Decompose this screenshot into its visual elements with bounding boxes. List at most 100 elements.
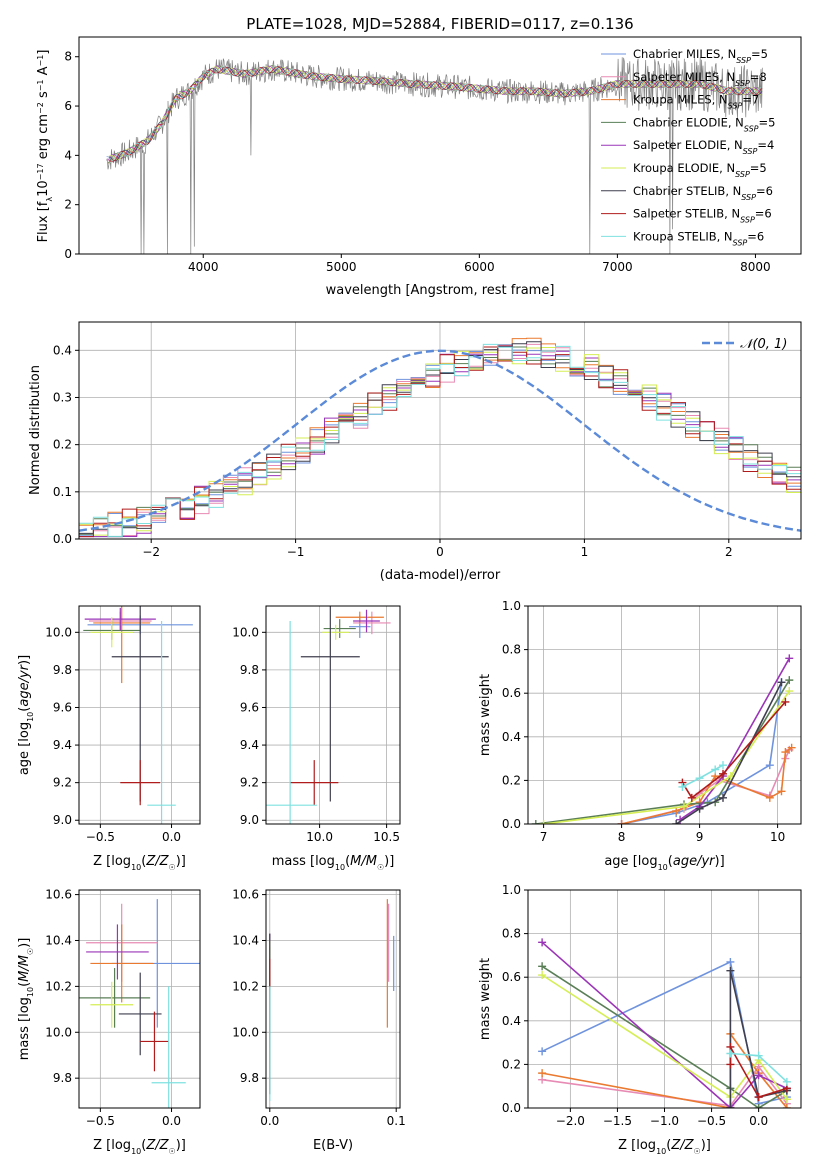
errorbar-chabrier_elodie [323,619,356,638]
x-tick-label: 0.0 [749,1114,768,1128]
y-tick-label: 10.0 [45,1025,72,1039]
errorbar-chabrier_stelib [300,606,360,802]
x-tick-label: 8 [618,830,626,844]
weight-line-salpeter_stelib [681,701,787,799]
y-tick-label: 0.8 [502,643,521,657]
axes-border [527,605,802,825]
y-tick-label: 9.4 [53,738,72,752]
x-tick-label: 0.1 [387,1114,406,1128]
plot-marks [266,606,391,824]
errorbar-salpeter_stelib [120,760,161,806]
histogram-legend: 𝒩(0, 1) [702,337,787,352]
x-tick-label: 9 [696,830,704,844]
weight-marker [711,765,720,774]
y-tick-label: 9.0 [53,813,72,827]
weight-marker [726,966,735,975]
x-tick-label: −0.5 [86,830,115,844]
weight-marker [726,1104,735,1108]
model-line-kroupa_miles [107,65,762,164]
plot-marks [538,938,791,1108]
axes-border [265,889,401,1109]
weight-marker [672,820,681,824]
y-tick-label: 10.4 [45,933,72,947]
weight-marker [719,769,727,778]
plot-marks [269,899,395,1102]
model-line-kroupa_stelib [109,65,762,164]
x-axis-label: mass [log10(M/M☉)] [272,854,395,872]
errorbar-kroupa_elodie [322,624,350,640]
weight-line-kroupa_stelib [682,764,724,788]
legend-label: Kroupa STELIB, NSSP=6 [633,229,764,247]
errorbar-salpeter_stelib [140,1011,169,1072]
weight-marker [726,957,735,966]
weight-marker [777,678,786,687]
x-tick-label: 2 [725,545,733,559]
grid-lines [528,605,801,825]
weight-line-kroupa_miles [621,747,793,824]
legend-label: Chabrier STELIB, NSSP=6 [633,184,773,202]
weight-marker [754,1093,763,1102]
y-tick-label: 9.0 [240,813,259,827]
legend-label: Chabrier MILES, NSSP=5 [633,47,768,65]
weight-line-kroupa_elodie [541,974,788,1100]
x-tick-label: 7 [540,830,548,844]
axes-border [78,36,802,255]
y-tick-label: 1.0 [502,883,521,897]
y-tick-label: 6 [64,99,72,113]
x-tick-label: 5000 [326,260,357,274]
axes-frame: −2.0 −1.5 −1.0 −0.5 0.0 0.0 0.2 0.4 0.6 0.8 1.0 [502,883,802,1128]
errorbar-chabrier_stelib [118,972,162,1056]
weight-marker [531,820,540,824]
legend-label: Chabrier ELODIE, NSSP=5 [633,115,775,132]
weight-marker [781,697,790,706]
legend-label: Salpeter STELIB, NSSP=6 [633,207,772,225]
y-tick-label: 9.8 [240,1071,259,1085]
weight-marker [787,743,796,752]
weight-marker [617,820,626,824]
model-line-kroupa_elodie [108,66,762,161]
panel-mass_vs_ebv: 0.0 0.1 9.8 10.0 10.2 10.4 10.6 E(B-V) [232,888,405,1153]
weight-line-salpeter_elodie [541,941,788,1108]
weight-marker [538,971,547,980]
legend-label: Kroupa MILES, NSSP=7 [633,93,759,111]
errorbar-salpeter_elodie [353,609,380,633]
errorbar-chabrier_stelib [111,606,169,802]
x-tick-label: 6000 [464,260,495,274]
panel-spectrum: 4000 5000 6000 7000 8000 0 2 4 6 8 Chabrier MILES,… [36,36,802,298]
axes-frame: −0.5 0.0 9.8 10.0 10.2 10.4 10.6 [45,888,201,1128]
legend-label: Salpeter ELODIE, NSSP=4 [633,138,774,156]
panel-mass_vs_Z: −0.5 0.0 9.8 10.0 10.2 10.4 10.6 Z [log10(Z/Z☉)… [17,888,201,1156]
plot-marks [106,57,763,254]
x-tick-label: −0.5 [697,1114,726,1128]
weight-marker [782,1077,791,1086]
x-axis-label: Z [log10(Z/Z☉)] [93,854,186,872]
y-tick-label: 0.2 [53,438,72,452]
plot-marks [79,337,801,538]
weight-marker [719,793,727,802]
errorbar-kroupa_stelib [266,621,317,824]
plot-area: 4000 5000 6000 7000 8000 0 2 4 6 8 Chabrier MILES,… [17,36,802,1156]
errorbar-kroupa_miles [90,924,154,1003]
x-tick-label: 7000 [602,260,633,274]
y-tick-label: 10.2 [232,979,259,993]
weight-marker [782,1104,791,1108]
x-axis-label: Z [log10(Z/Z☉)] [618,1138,711,1156]
weight-line-kroupa_elodie [543,690,790,824]
errorbar-kroupa_elodie [90,981,134,1028]
panel-residual_histogram: −2 −1 0 1 2 0.0 0.1 0.2 0.3 0.4 𝒩(0, 1) (data-model… [28,321,802,583]
y-tick-label: 0.4 [502,730,521,744]
y-tick-label: 9.8 [53,1071,72,1085]
y-tick-label: 0.6 [502,970,521,984]
y-tick-label: 9.2 [53,776,72,790]
normal-curve-line [79,349,801,532]
errorbar-kroupa_elodie [90,617,134,648]
legend-label: 𝒩(0, 1) [740,337,787,352]
x-tick-label: −1.5 [603,1114,632,1128]
y-tick-label: 0.2 [502,773,521,787]
weight-marker [695,804,704,813]
histogram-salpeter_stelib [79,346,801,538]
x-tick-label: 10 [770,830,785,844]
y-tick-label: 2 [64,198,72,212]
y-tick-label: 9.6 [240,700,259,714]
y-tick-label: 0.4 [53,343,72,357]
